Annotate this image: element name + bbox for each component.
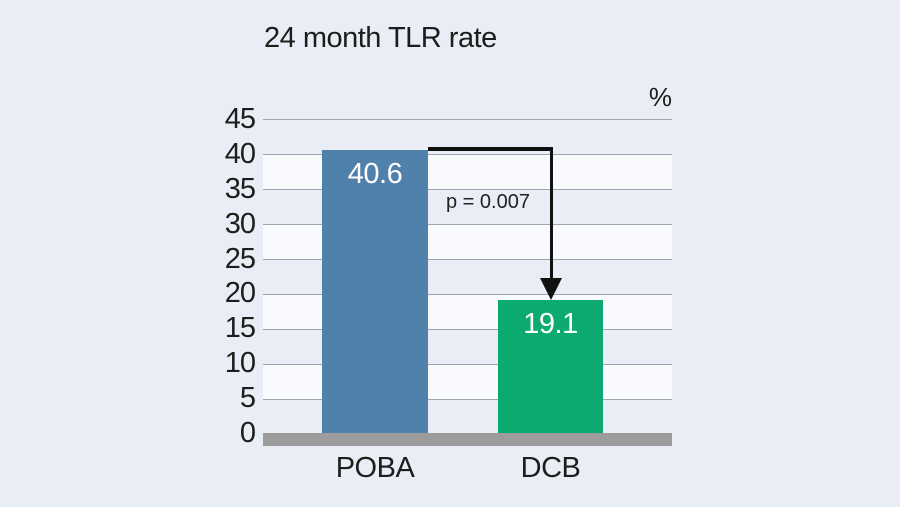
y-tick-label: 40: [224, 137, 256, 170]
x-axis-baseline: [263, 433, 672, 446]
p-value-annotation: p = 0.007: [446, 191, 530, 213]
y-tick-label: 45: [224, 103, 256, 135]
significance-arrowhead-icon: [540, 277, 562, 300]
unit-label: %: [648, 82, 672, 112]
bar-dcb: 19.1: [498, 299, 603, 433]
y-tick-label: 20: [224, 277, 256, 310]
chart-title: 24 month TLR rate: [264, 22, 497, 54]
x-axis-label-poba: POBA: [335, 452, 415, 484]
y-tick-label: 5: [239, 382, 256, 415]
y-tick-label: 0: [239, 417, 256, 449]
significance-arrow-vertical: [550, 146, 553, 280]
x-axis-label-dcb: DCB: [520, 452, 581, 484]
bar-value-label-poba: 40.6: [347, 157, 403, 190]
y-tick-label: 30: [224, 207, 256, 240]
y-tick-label: 35: [224, 172, 256, 205]
significance-arrow-horizontal: [428, 146, 553, 151]
y-tick-label: 25: [224, 242, 256, 275]
y-tick-label: 10: [224, 347, 256, 380]
bar-poba: 40.6: [322, 149, 428, 433]
bar-value-label-dcb: 19.1: [523, 307, 578, 340]
y-tick-label: 15: [224, 312, 256, 345]
